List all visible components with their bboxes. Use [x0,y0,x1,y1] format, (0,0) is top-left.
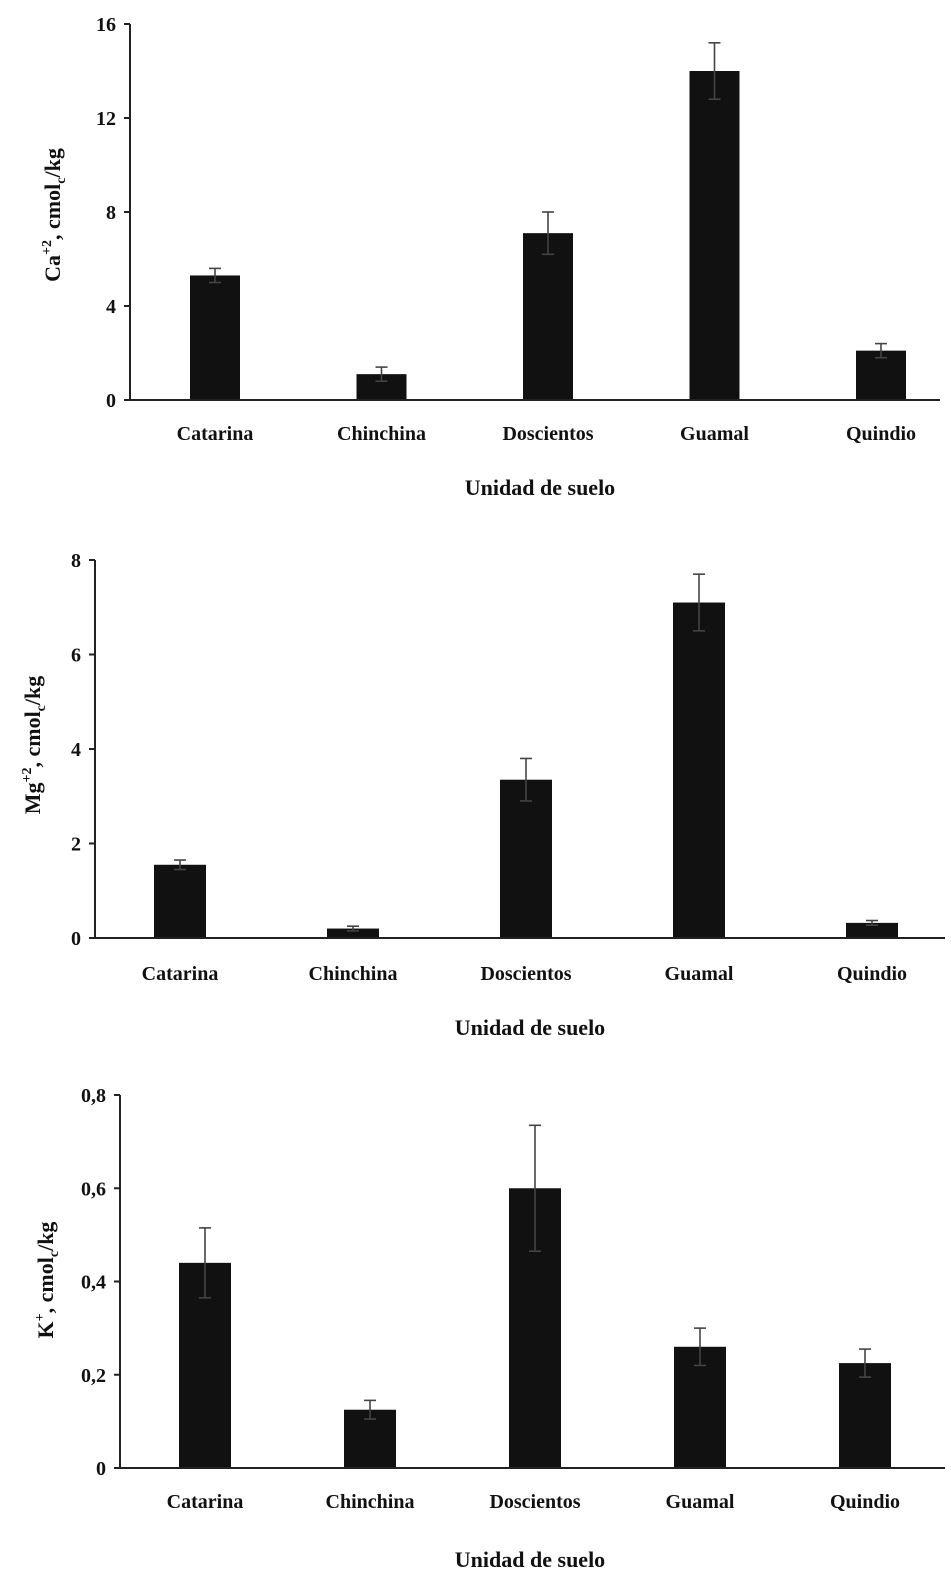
bar-ca-catarina [190,275,240,400]
error-bar-ca-doscientos [542,211,554,256]
error-bar-mg-quindio [866,919,878,927]
y-tick-label-mg-2: 4 [71,739,81,761]
x-tick-label-k-chinchina: Chinchina [326,1491,415,1513]
bar-mg-guamal [673,602,725,938]
x-tick-label-k-doscientos: Doscientos [489,1491,580,1513]
y-tick-label-mg-1: 2 [71,834,81,856]
x-tick-label-mg-catarina: Catarina [142,963,219,985]
y-axis-label-mg: Mg+2, cmolc/kg [20,676,49,815]
x-tick-label-mg-doscientos: Doscientos [480,963,571,985]
y-tick-label-ca-2: 8 [106,202,116,224]
bar-k-guamal [674,1346,726,1468]
y-axis-label-ca: Ca+2, cmolc/kg [40,148,69,282]
x-tick-label-ca-catarina: Catarina [177,423,254,445]
error-bar-ca-guamal [708,41,721,100]
bar-ca-doscientos [523,233,573,400]
y-tick-label-ca-3: 12 [96,108,116,130]
x-tick-label-k-quindio: Quindio [830,1491,900,1513]
x-tick-label-ca-guamal: Guamal [680,423,749,445]
bar-ca-guamal [689,71,740,400]
error-bar-k-chinchina [364,1399,376,1420]
y-tick-label-ca-4: 16 [96,14,116,36]
y-tick-label-k-2: 0,4 [81,1272,106,1294]
bar-mg-catarina [154,864,206,938]
plot-area-mg: 0 2 4 6 8 Catarina Chinchina Doscientos Guamal Qu… [71,550,945,985]
chart-panel-k: K+, cmolc/kg 0 0,2 0,4 0,6 0,8 Catarina Chinch… [33,1085,945,1572]
y-tick-label-mg-4: 8 [71,550,81,572]
y-tick-label-mg-0: 0 [71,928,81,950]
error-bar-ca-quindio [875,342,887,359]
bar-mg-quindio [846,922,898,938]
y-tick-label-mg-3: 6 [71,645,81,667]
chart-panel-mg: Mg+2, cmolc/kg 0 2 4 6 8 Catarina Chinchina Dos… [20,550,945,1040]
error-bar-mg-doscientos [520,757,532,802]
error-bar-ca-chinchina [375,366,388,383]
error-bar-mg-guamal [693,573,705,632]
plot-area-ca: 0 4 8 12 16 Catarina Chinchina Doscientos Guamal… [96,14,940,445]
x-tick-label-ca-chinchina: Chinchina [337,423,426,445]
plot-area-k: 0 0,2 0,4 0,6 0,8 Catarina Chinchina Doscientos… [81,1085,945,1513]
x-axis-label-ca: Unidad de suelo [465,475,615,500]
bar-ca-quindio [856,350,906,400]
error-bar-k-quindio [859,1348,871,1378]
x-tick-label-mg-chinchina: Chinchina [309,963,398,985]
bar-k-quindio [839,1363,891,1468]
y-tick-label-k-4: 0,8 [81,1085,106,1107]
error-bar-k-doscientos [529,1124,541,1252]
x-tick-label-k-catarina: Catarina [167,1491,244,1513]
bar-mg-doscientos [500,779,552,938]
x-tick-label-k-guamal: Guamal [666,1491,735,1513]
x-tick-label-mg-guamal: Guamal [665,963,734,985]
x-tick-label-ca-doscientos: Doscientos [502,423,593,445]
y-axis-label-k: K+, cmolc/kg [33,1222,62,1339]
x-axis-label-mg: Unidad de suelo [455,1015,605,1040]
error-bar-k-guamal [694,1327,706,1367]
x-tick-label-mg-quindio: Quindio [837,963,907,985]
x-axis-label-k: Unidad de suelo [455,1547,605,1572]
error-bar-mg-chinchina [347,925,359,932]
y-tick-label-k-1: 0,2 [81,1365,106,1387]
x-tick-label-ca-quindio: Quindio [846,423,916,445]
y-tick-label-ca-1: 4 [106,296,116,318]
error-bar-mg-catarina [174,859,186,871]
error-bar-k-catarina [199,1227,211,1299]
y-tick-label-ca-0: 0 [106,390,116,412]
y-tick-label-k-3: 0,6 [81,1178,106,1200]
y-tick-label-k-0: 0 [96,1458,106,1480]
bar-mg-chinchina [327,928,379,938]
error-bar-ca-catarina [209,267,221,284]
chart-panel-ca: Ca+2, cmolc/kg 0 4 8 12 16 Catarina Chinchina D… [40,14,940,500]
